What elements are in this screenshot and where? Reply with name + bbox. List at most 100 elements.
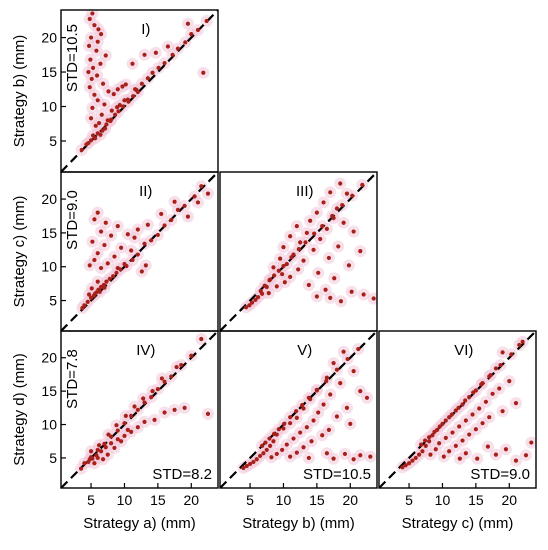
panel-vi-point [467,395,472,400]
panel-iii-point [314,210,319,215]
panel-ii-point [132,235,137,240]
panel-ii-point [185,214,191,219]
panel-vi-point [498,362,503,368]
panel-i-ylabel: Strategy b) (mm) [11,35,28,148]
panel-ii-point [129,248,134,253]
panel-vi-point [500,409,505,414]
panel-iv-point [205,411,211,416]
panel-ii-point [89,286,94,291]
panel-ii-ytick-label: 10 [41,259,57,275]
panel-v-point [272,431,277,436]
panel-i-point [96,120,102,126]
panel-iv-ytick-label: 20 [41,350,57,366]
panel-i-point [100,81,106,86]
panel-ii-point [98,229,104,234]
panel-i-ytick-label: 15 [41,64,57,80]
panel-iii-point [306,282,311,288]
panel-i-point [201,70,206,75]
panel-i-ytick-label: 5 [49,133,57,149]
panel-i-point [135,89,140,95]
panel-vi-point [487,415,492,420]
panel-vi-point [470,412,475,417]
panel-vi-point [432,429,437,434]
panel-i-ytick-label: 20 [41,30,57,46]
panel-vi-point [410,458,415,463]
panel-i-point [88,35,94,40]
panel-vi-point [453,443,458,449]
panel-vi-point [450,430,455,435]
panel-i-point [90,11,95,16]
panel-iv-point [179,362,184,368]
panel-iv-xtick-label: 20 [183,492,199,508]
panel-ii-point [103,220,108,225]
panel-ii-plot-area [61,172,218,331]
panel-i-point [90,105,95,110]
panel-iv-point [199,336,204,342]
panel-i-point [130,61,135,66]
panel-iv-std-vertical: STD=7.8 [64,349,81,409]
panel-v-point [306,455,311,461]
panel-iv-point [169,374,174,379]
panel-iii-point [323,287,328,292]
panel-i-point [99,112,104,117]
panel-vi-identity-line [379,331,536,488]
panel-vi-xtick-label: 20 [501,492,517,508]
panel-vi: 5 10 15 20 VI) STD=9.0 Strategy c) (mm) [378,330,537,532]
panel-iii-point [267,278,272,283]
panel-iv-point [98,449,104,454]
panel-v-point [288,415,293,420]
panel-i-point [116,109,121,114]
panel-v-point [304,425,309,430]
panel-v-point [300,403,305,408]
panel-iii-point [326,255,331,261]
panel-vi-point [440,421,445,426]
panel-iv-point [129,413,134,418]
panel-ii-point [95,251,100,256]
panel-iv-label: IV) [136,342,155,359]
panel-vi-point [513,458,519,463]
panel-iii-point [340,203,345,208]
panel-v-point [358,389,363,394]
panel-v-point [267,436,272,441]
panel-iv-point [142,419,147,424]
panel-iv-point [105,452,110,457]
panel-v-point [271,439,276,444]
panel-iv-point [155,387,160,392]
panel-v-point [309,439,314,444]
panel-ii-point [104,279,109,284]
panel-vi-point [456,405,461,410]
panel-v-point [294,450,299,455]
panel-i-point [122,98,127,103]
panel-iv-point [125,427,130,432]
panel-vi-point [418,442,424,447]
panel-vi-point [520,339,525,344]
panel-vi-point [483,399,488,404]
panel-v-point [331,456,336,461]
panel-vi-point [403,463,408,468]
panel-ii-point [130,257,135,263]
panel-v-point [251,459,256,465]
panel-iv-point [152,417,157,422]
panel-iii-point [346,263,352,268]
panel-ii-point [135,227,140,232]
panel-iv-point [141,396,146,401]
panel-ii-point [111,274,116,279]
panel-iv-point [122,421,127,426]
panel-vi-point [488,372,493,378]
panel-v-point [331,360,336,366]
panel-vi-point [471,390,476,395]
panel-i-point [87,16,92,22]
panel-iv-ytick-label: 5 [49,450,57,466]
panel-vi-point [507,379,512,384]
panel-iii-point [344,191,350,196]
panel-iv-point [106,432,111,437]
panel-vi-point [427,435,432,440]
panel-v-point [276,427,281,432]
panel-v-point [274,451,279,457]
panel-vi-point [437,441,442,446]
panel-v-point [345,356,350,362]
panel-iii-point [328,190,333,195]
panel-vi-point [517,342,522,348]
panel-ii-point [92,217,97,222]
